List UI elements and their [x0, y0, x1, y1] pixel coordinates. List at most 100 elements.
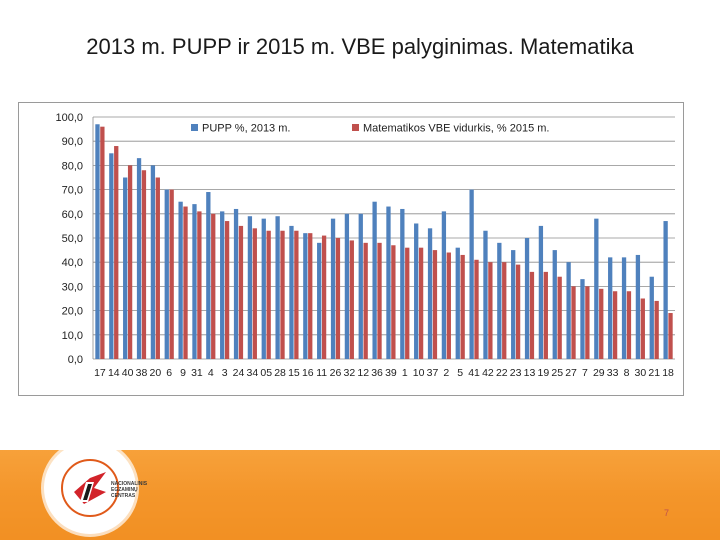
- y-tick-label: 100,0: [55, 112, 83, 124]
- bar: [538, 225, 544, 359]
- bar: [668, 313, 673, 359]
- x-tick-label: 36: [371, 367, 383, 379]
- bar: [427, 228, 433, 359]
- x-tick-label: 14: [108, 367, 120, 379]
- bar: [150, 165, 156, 359]
- bar: [358, 213, 363, 359]
- slide-title: 2013 m. PUPP ir 2015 m. VBE palyginimas.…: [86, 34, 634, 59]
- bar: [155, 177, 160, 359]
- x-tick-label: 40: [122, 367, 134, 379]
- x-tick-label: 41: [468, 367, 480, 379]
- x-tick-label: 28: [274, 367, 286, 379]
- legend-label: Matematikos VBE vidurkis, % 2015 m.: [363, 123, 549, 135]
- x-tick-label: 11: [316, 367, 327, 379]
- bar: [206, 192, 211, 359]
- bar: [580, 279, 585, 359]
- x-tick-label: 39: [385, 367, 397, 379]
- bar: [474, 259, 479, 359]
- x-tick-label: 9: [180, 367, 186, 379]
- legend-label: PUPP %, 2013 m.: [202, 123, 290, 135]
- bar: [405, 247, 410, 359]
- bar: [294, 230, 299, 359]
- bar: [483, 230, 488, 359]
- logo-line-1: NACIONALINIS: [111, 481, 148, 487]
- bar: [303, 233, 308, 359]
- bar: [178, 201, 183, 359]
- bar: [635, 254, 641, 359]
- bar: [432, 250, 438, 359]
- bar: [123, 177, 128, 359]
- bar: [344, 213, 350, 359]
- x-tick-label: 42: [482, 367, 494, 379]
- bar: [372, 201, 377, 359]
- bar: [446, 252, 451, 359]
- bar: [136, 158, 142, 359]
- bar: [391, 245, 396, 359]
- bar: [649, 276, 654, 359]
- x-tick-label: 7: [582, 367, 588, 379]
- x-tick-label: 17: [94, 367, 106, 379]
- y-tick-label: 30,0: [62, 281, 83, 293]
- bar: [321, 235, 327, 359]
- bar: [469, 189, 474, 359]
- x-tick-label: 23: [510, 367, 522, 379]
- bar: [488, 262, 493, 359]
- x-tick-label: 27: [565, 367, 577, 379]
- bar: [183, 206, 188, 359]
- bar: [529, 271, 535, 359]
- bar: [335, 238, 341, 359]
- bar: [280, 230, 285, 359]
- y-tick-label: 70,0: [62, 185, 83, 197]
- bar: [594, 218, 599, 359]
- bar: [247, 216, 253, 359]
- bar: [571, 286, 576, 359]
- x-tick-label: 19: [538, 367, 550, 379]
- nec-logo-icon: [61, 459, 119, 517]
- logo-text: NACIONALINIS EGZAMINŲ CENTRAS: [111, 481, 161, 499]
- bar: [663, 221, 668, 359]
- x-tick-label: 38: [136, 367, 148, 379]
- bar: [224, 221, 230, 359]
- x-tick-label: 37: [427, 367, 439, 379]
- x-tick-label: 25: [551, 367, 563, 379]
- x-tick-label: 26: [330, 367, 342, 379]
- bar: [654, 300, 659, 359]
- x-tick-label: 15: [288, 367, 300, 379]
- bar: [349, 240, 354, 359]
- bar: [515, 264, 521, 359]
- bar: [377, 242, 382, 359]
- bar: [497, 242, 502, 359]
- x-tick-label: 18: [662, 367, 674, 379]
- bar: [330, 218, 336, 359]
- x-tick-label: 21: [648, 367, 660, 379]
- y-tick-label: 90,0: [62, 136, 83, 148]
- x-tick-label: 34: [247, 367, 259, 379]
- bar: [169, 189, 174, 359]
- page-number: 7: [664, 508, 670, 518]
- bar: [621, 257, 627, 359]
- y-tick-label: 40,0: [62, 257, 83, 269]
- logo-line-2: EGZAMINŲ: [111, 487, 138, 493]
- x-tick-label: 16: [302, 367, 314, 379]
- bar: [238, 225, 244, 359]
- x-tick-label: 8: [624, 367, 630, 379]
- bar: [100, 126, 105, 360]
- bar: [455, 247, 460, 359]
- bar: [192, 204, 197, 359]
- x-tick-label: 12: [357, 367, 369, 379]
- x-tick-label: 24: [233, 367, 245, 379]
- bar: [626, 291, 632, 359]
- x-tick-label: 29: [593, 367, 605, 379]
- bar: [441, 211, 447, 359]
- bar: [585, 286, 590, 359]
- bar: [95, 124, 100, 359]
- x-tick-label: 33: [607, 367, 619, 379]
- bar: [266, 230, 271, 359]
- x-tick-label: 05: [260, 367, 272, 379]
- bar: [460, 254, 465, 359]
- bar: [599, 288, 604, 359]
- y-tick-label: 50,0: [62, 233, 83, 245]
- bar: [233, 208, 239, 359]
- bar: [289, 225, 294, 359]
- x-tick-label: 30: [635, 367, 647, 379]
